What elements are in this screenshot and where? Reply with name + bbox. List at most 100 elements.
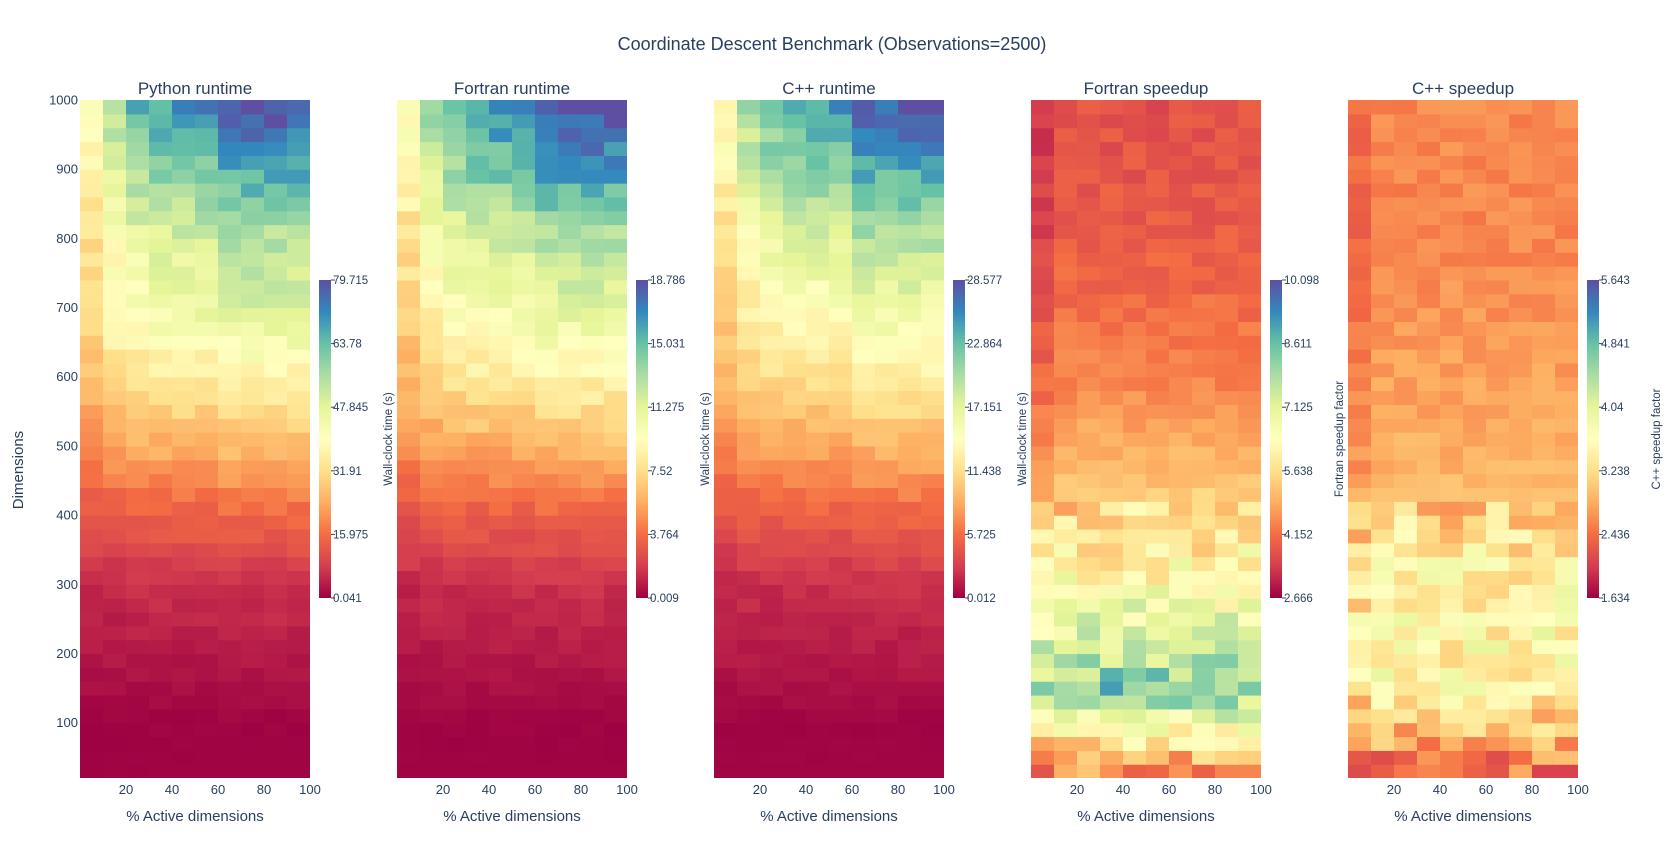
heatmap-cell [1486,293,1510,309]
heatmap-cell [1348,445,1372,461]
heatmap-cell [241,279,265,295]
heatmap-cell [1031,708,1055,724]
heatmap-cell [287,252,310,267]
heatmap-cell [287,279,310,295]
heatmap-cell [714,584,738,599]
heatmap-cell [1077,487,1101,502]
heatmap-cell [443,307,467,322]
heatmap-cell [898,611,922,627]
heatmap-cell [806,293,830,309]
heatmap-cell [195,598,219,613]
heatmap-cell [1555,210,1578,226]
heatmap-cell [195,501,219,516]
x-tick-label: 20 [1070,782,1084,797]
x-tick-label: 60 [1479,782,1493,797]
heatmap-cell [829,376,853,392]
heatmap-cell [1371,293,1395,309]
heatmap-cell [397,293,421,309]
heatmap-cell [443,570,467,585]
heatmap-cell [172,418,196,433]
heatmap-cell [829,750,853,765]
heatmap-cell [241,141,265,156]
heatmap-cell [103,528,127,544]
heatmap-cell [921,127,944,143]
heatmap-cell [1532,667,1556,682]
heatmap-cell [783,210,807,226]
heatmap-cell [443,210,467,226]
heatmap-cell [1100,224,1124,239]
heatmap-cell [760,722,784,738]
heatmap-cell [783,266,807,281]
heatmap-cell [852,611,876,627]
heatmap-cell [103,681,127,696]
heatmap-cell [241,639,265,655]
heatmap-cell [558,736,582,751]
heatmap-cell [1100,445,1124,461]
heatmap-cell [264,169,288,184]
heatmap-cell [420,252,444,267]
heatmap-cell [80,667,104,682]
heatmap-cell [1100,169,1124,184]
heatmap-cell [512,736,536,751]
heatmap-cell [1417,625,1441,641]
heatmap-cell [558,667,582,682]
heatmap-cell [714,722,738,738]
heatmap-cell [1486,611,1510,627]
heatmap-cell [195,528,219,544]
x-tick-label: 100 [1567,782,1589,797]
heatmap-cell [172,266,196,281]
heatmap-cell [875,196,899,212]
heatmap-cell [443,376,467,392]
heatmap-cell [103,653,127,668]
heatmap-cell [1348,528,1372,544]
heatmap-cell [604,556,627,572]
heatmap-cell [466,279,490,295]
colorbar [1587,280,1599,598]
heatmap-cell [172,708,196,724]
heatmap-cell [80,349,104,364]
heatmap-cell [806,542,830,558]
heatmap-cell [1348,667,1372,682]
heatmap-cell [1100,736,1124,751]
heatmap-cell [535,266,559,281]
heatmap-cell [760,584,784,599]
heatmap-cell [829,473,853,489]
heatmap-cell [489,708,513,724]
heatmap-cell [535,611,559,627]
heatmap-cell [1146,542,1170,558]
heatmap-cell [1031,293,1055,309]
heatmap-cell [1215,390,1239,406]
heatmap-cell [829,432,853,447]
heatmap-cell [875,169,899,184]
heatmap-cell [1192,487,1216,502]
heatmap-cell [1031,224,1055,239]
heatmap-cell [1215,459,1239,475]
heatmap-cell [1555,100,1578,115]
heatmap-cell [512,473,536,489]
heatmap-cell [1146,487,1170,502]
heatmap-cell [1031,210,1055,226]
heatmap-cell [264,293,288,309]
colorbar-tick-label: 17.151 [967,402,1002,414]
heatmap-cell [149,141,173,156]
heatmap-cell [1100,681,1124,696]
heatmap-cell [1169,127,1193,143]
heatmap-cell [512,625,536,641]
heatmap-cell [737,515,761,530]
heatmap-cell [1031,611,1055,627]
heatmap-cell [489,183,513,198]
heatmap-cell [1215,501,1239,516]
heatmap-cell [1123,390,1147,406]
heatmap-cell [1123,362,1147,378]
heatmap-cell [1100,293,1124,309]
heatmap-cell [264,418,288,433]
heatmap-cell [1394,127,1418,143]
heatmap-cell [80,653,104,668]
heatmap-cell [760,432,784,447]
heatmap-cell [558,708,582,724]
x-tick-label: 40 [1116,782,1130,797]
heatmap-cell [1417,750,1441,765]
heatmap-cell [604,764,627,778]
heatmap-cell [714,528,738,544]
